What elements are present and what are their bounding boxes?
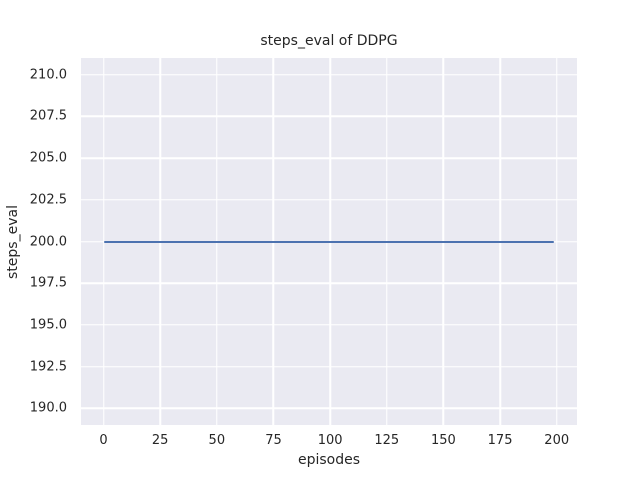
y-tick-label: 192.5 xyxy=(29,359,67,375)
y-gridline xyxy=(81,115,577,118)
y-tick-label: 205.0 xyxy=(29,150,67,166)
chart-title: steps_eval of DDPG xyxy=(260,33,398,49)
x-tick-label: 75 xyxy=(265,433,282,448)
y-tick-label: 207.5 xyxy=(29,108,67,124)
y-tick-label: 210.0 xyxy=(29,67,67,83)
x-tick-label: 50 xyxy=(208,433,226,448)
y-tick-label: 195.0 xyxy=(29,317,67,333)
x-tick-label: 25 xyxy=(151,433,169,448)
x-tick-label: 200 xyxy=(544,433,570,448)
y-tick-label: 190.0 xyxy=(29,400,67,416)
x-axis-label: episodes xyxy=(297,452,361,468)
x-tick-label: 150 xyxy=(431,433,456,448)
y-gridline xyxy=(81,199,577,201)
y-gridline xyxy=(81,365,577,368)
y-gridline xyxy=(81,324,577,326)
y-gridline xyxy=(81,157,577,159)
y-gridline xyxy=(81,407,577,410)
x-tick-label: 100 xyxy=(317,433,343,448)
y-tick-label: 197.5 xyxy=(29,275,67,291)
x-tick-label: 0 xyxy=(99,433,108,448)
y-tick-label: 200.0 xyxy=(29,234,67,249)
series-line-steps-eval xyxy=(103,240,555,243)
plot-area xyxy=(81,58,577,425)
y-gridline xyxy=(81,282,577,284)
y-tick-label: 202.5 xyxy=(29,192,67,208)
x-tick-label: 125 xyxy=(374,433,400,448)
x-tick-label: 175 xyxy=(487,433,513,448)
y-gridline xyxy=(81,73,577,76)
y-axis-label: steps_eval xyxy=(5,205,21,279)
